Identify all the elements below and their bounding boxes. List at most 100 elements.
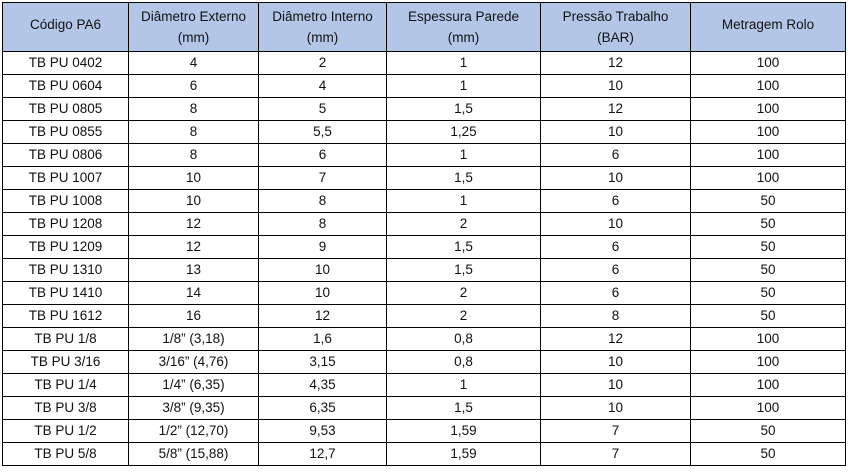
cell-diametro-externo: 8 bbox=[128, 120, 259, 144]
cell-codigo: TB PU 0402 bbox=[2, 51, 129, 75]
cell-diametro-externo: 1/2” (12,70) bbox=[128, 419, 259, 443]
cell-metragem-rolo: 100 bbox=[690, 143, 846, 167]
cell-codigo: TB PU 0805 bbox=[2, 97, 129, 121]
cell-pressao-trabalho: 7 bbox=[540, 419, 691, 443]
cell-diametro-externo: 3/8” (9,35) bbox=[128, 396, 259, 420]
cell-codigo: TB PU 1/4 bbox=[2, 373, 129, 397]
cell-codigo: TB PU 3/8 bbox=[2, 396, 129, 420]
cell-metragem-rolo: 50 bbox=[690, 258, 846, 282]
table-body: TB PU 0402 4 2 1 12 100 TB PU 0604 6 4 1 10 100 TB P… bbox=[2, 51, 846, 466]
cell-diametro-externo: 1/8” (3,18) bbox=[128, 327, 259, 351]
cell-espessura-parede: 1,5 bbox=[386, 97, 541, 121]
cell-codigo: TB PU 1208 bbox=[2, 212, 129, 236]
header-metragem-rolo: Metragem Rolo bbox=[690, 2, 846, 52]
cell-espessura-parede: 1,5 bbox=[386, 166, 541, 190]
cell-metragem-rolo: 50 bbox=[690, 212, 846, 236]
header-label: Código PA6 bbox=[29, 16, 102, 32]
header-unit: (mm) bbox=[177, 29, 210, 45]
table-row: TB PU 0604 6 4 1 10 100 bbox=[2, 74, 846, 98]
cell-pressao-trabalho: 10 bbox=[540, 396, 691, 420]
cell-diametro-interno: 9 bbox=[258, 235, 387, 259]
cell-codigo: TB PU 3/16 bbox=[2, 350, 129, 374]
cell-pressao-trabalho: 12 bbox=[540, 51, 691, 75]
cell-pressao-trabalho: 10 bbox=[540, 74, 691, 98]
cell-espessura-parede: 2 bbox=[386, 212, 541, 236]
cell-metragem-rolo: 50 bbox=[690, 235, 846, 259]
cell-metragem-rolo: 50 bbox=[690, 281, 846, 305]
table-row: TB PU 0855 8 5,5 1,25 10 100 bbox=[2, 120, 846, 144]
cell-diametro-externo: 10 bbox=[128, 166, 259, 190]
cell-diametro-interno: 6 bbox=[258, 143, 387, 167]
cell-pressao-trabalho: 10 bbox=[540, 373, 691, 397]
header-label: Diâmetro Externo bbox=[140, 8, 247, 24]
cell-diametro-externo: 14 bbox=[128, 281, 259, 305]
cell-pressao-trabalho: 6 bbox=[540, 143, 691, 167]
table-row: TB PU 0402 4 2 1 12 100 bbox=[2, 51, 846, 75]
cell-metragem-rolo: 100 bbox=[690, 327, 846, 351]
cell-diametro-externo: 5/8” (15,88) bbox=[128, 442, 259, 466]
cell-pressao-trabalho: 7 bbox=[540, 442, 691, 466]
cell-diametro-interno: 8 bbox=[258, 212, 387, 236]
cell-diametro-externo: 12 bbox=[128, 235, 259, 259]
cell-diametro-interno: 4,35 bbox=[258, 373, 387, 397]
header-row: Código PA6 Diâmetro Externo (mm) Diâmetro… bbox=[2, 2, 846, 52]
cell-diametro-externo: 6 bbox=[128, 74, 259, 98]
cell-metragem-rolo: 50 bbox=[690, 442, 846, 466]
cell-pressao-trabalho: 6 bbox=[540, 281, 691, 305]
cell-pressao-trabalho: 6 bbox=[540, 235, 691, 259]
cell-pressao-trabalho: 6 bbox=[540, 258, 691, 282]
cell-metragem-rolo: 100 bbox=[690, 166, 846, 190]
cell-espessura-parede: 2 bbox=[386, 281, 541, 305]
cell-metragem-rolo: 50 bbox=[690, 304, 846, 328]
cell-metragem-rolo: 100 bbox=[690, 97, 846, 121]
cell-metragem-rolo: 100 bbox=[690, 373, 846, 397]
cell-espessura-parede: 1,25 bbox=[386, 120, 541, 144]
cell-espessura-parede: 1,5 bbox=[386, 396, 541, 420]
table-row: TB PU 3/8 3/8” (9,35) 6,35 1,5 10 100 bbox=[2, 396, 846, 420]
cell-espessura-parede: 1 bbox=[386, 74, 541, 98]
header-label: Diâmetro Interno bbox=[272, 8, 373, 24]
cell-diametro-interno: 8 bbox=[258, 189, 387, 213]
table-row: TB PU 1410 14 10 2 6 50 bbox=[2, 281, 846, 305]
cell-espessura-parede: 2 bbox=[386, 304, 541, 328]
table-row: TB PU 1209 12 9 1,5 6 50 bbox=[2, 235, 846, 259]
header-label: Pressão Trabalho bbox=[562, 8, 669, 24]
cell-espessura-parede: 1 bbox=[386, 51, 541, 75]
cell-diametro-interno: 5,5 bbox=[258, 120, 387, 144]
table-row: TB PU 1007 10 7 1,5 10 100 bbox=[2, 166, 846, 190]
cell-codigo: TB PU 1/8 bbox=[2, 327, 129, 351]
cell-codigo: TB PU 1410 bbox=[2, 281, 129, 305]
cell-diametro-externo: 8 bbox=[128, 97, 259, 121]
cell-codigo: TB PU 0855 bbox=[2, 120, 129, 144]
header-unit: (mm) bbox=[447, 29, 480, 45]
cell-espessura-parede: 1,59 bbox=[386, 419, 541, 443]
spec-table-container: Código PA6 Diâmetro Externo (mm) Diâmetro… bbox=[2, 2, 846, 466]
table-row: TB PU 0806 8 6 1 6 100 bbox=[2, 143, 846, 167]
cell-codigo: TB PU 0604 bbox=[2, 74, 129, 98]
cell-diametro-interno: 10 bbox=[258, 258, 387, 282]
cell-diametro-interno: 7 bbox=[258, 166, 387, 190]
header-diametro-externo: Diâmetro Externo (mm) bbox=[128, 2, 259, 52]
cell-pressao-trabalho: 6 bbox=[540, 189, 691, 213]
cell-metragem-rolo: 100 bbox=[690, 74, 846, 98]
cell-codigo: TB PU 0806 bbox=[2, 143, 129, 167]
cell-espessura-parede: 1 bbox=[386, 143, 541, 167]
table-row: TB PU 5/8 5/8” (15,88) 12,7 1,59 7 50 bbox=[2, 442, 846, 466]
header-unit: (mm) bbox=[306, 29, 339, 45]
cell-codigo: TB PU 1209 bbox=[2, 235, 129, 259]
header-diametro-interno: Diâmetro Interno (mm) bbox=[258, 2, 387, 52]
cell-espessura-parede: 1,59 bbox=[386, 442, 541, 466]
table-row: TB PU 3/16 3/16” (4,76) 3,15 0,8 10 100 bbox=[2, 350, 846, 374]
cell-diametro-externo: 4 bbox=[128, 51, 259, 75]
tube-spec-table: Código PA6 Diâmetro Externo (mm) Diâmetro… bbox=[2, 2, 846, 466]
header-espessura-parede: Espessura Parede (mm) bbox=[386, 2, 541, 52]
table-row: TB PU 1612 16 12 2 8 50 bbox=[2, 304, 846, 328]
cell-espessura-parede: 0,8 bbox=[386, 327, 541, 351]
cell-diametro-externo: 10 bbox=[128, 189, 259, 213]
cell-metragem-rolo: 100 bbox=[690, 350, 846, 374]
cell-metragem-rolo: 50 bbox=[690, 189, 846, 213]
cell-diametro-interno: 2 bbox=[258, 51, 387, 75]
cell-diametro-externo: 8 bbox=[128, 143, 259, 167]
cell-metragem-rolo: 100 bbox=[690, 396, 846, 420]
cell-metragem-rolo: 100 bbox=[690, 120, 846, 144]
